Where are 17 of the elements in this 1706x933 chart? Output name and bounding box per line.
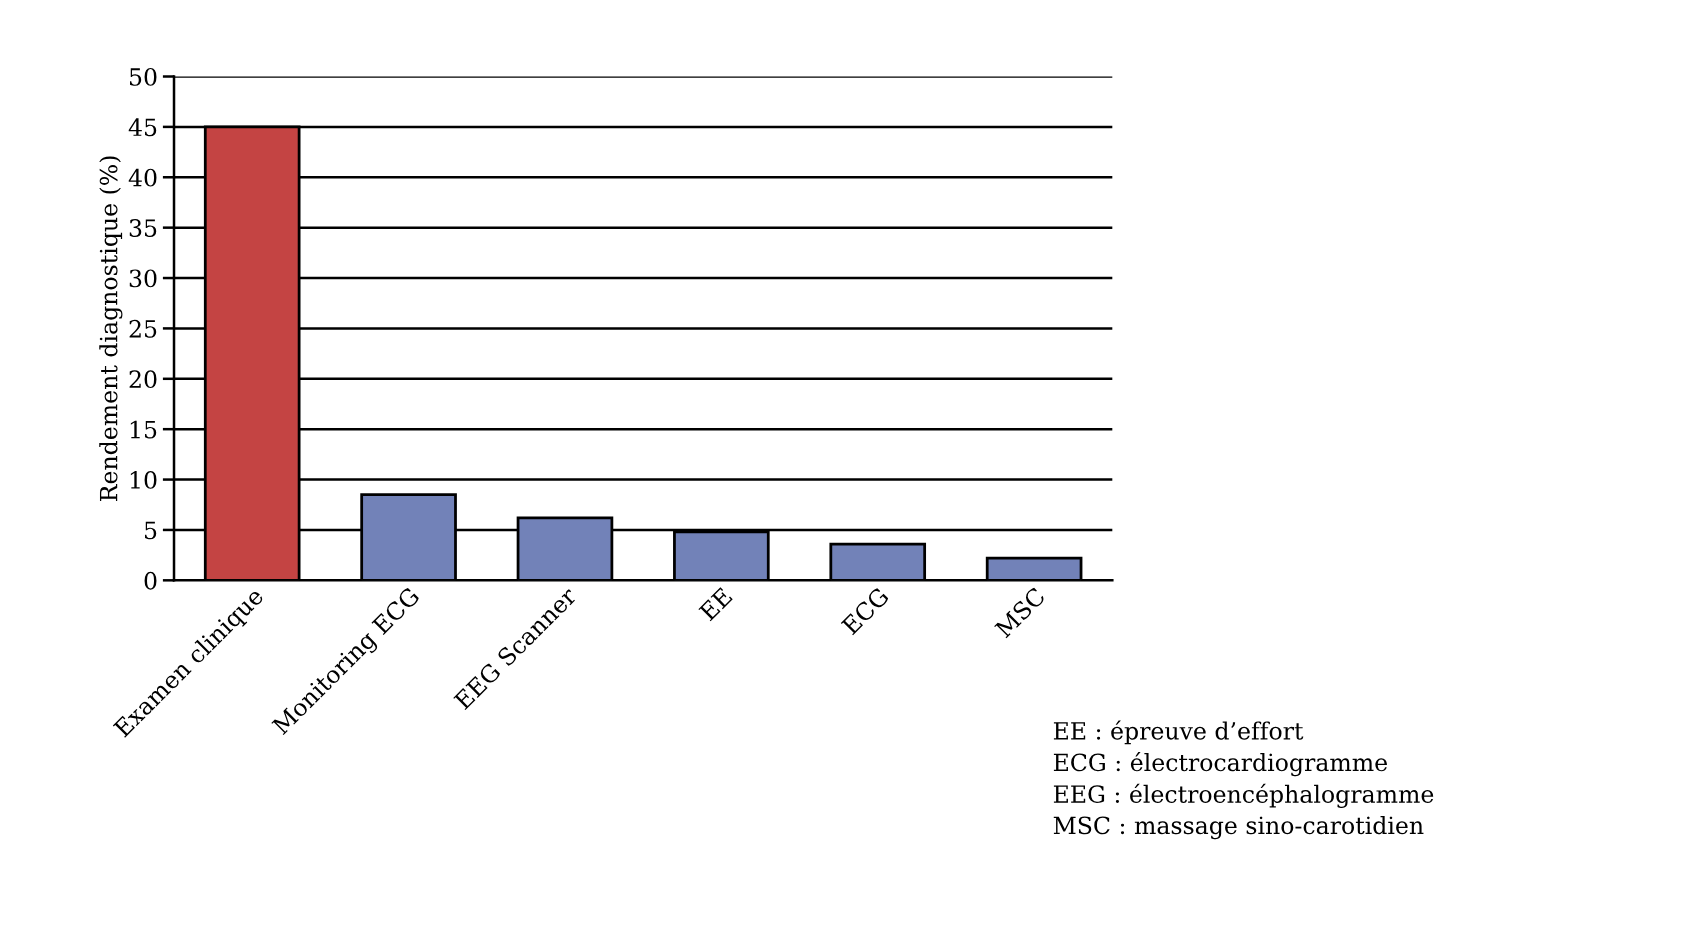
y-tick-label: 0 xyxy=(144,571,157,590)
y-axis-title: Rendement diagnostique (%) xyxy=(99,156,123,501)
y-tick-label: 5 xyxy=(145,521,157,540)
x-tick-label: EE xyxy=(698,587,733,622)
y-tick-label: 15 xyxy=(130,420,157,439)
y-tick-label: 20 xyxy=(129,370,157,389)
y-tick-label: 30 xyxy=(129,269,157,288)
y-tick-label: 25 xyxy=(129,319,157,338)
y-tick-label: 40 xyxy=(128,168,157,187)
text: ECG : électrocardiogramme xyxy=(1053,752,1387,777)
text: EEG : électroencéphalogramme xyxy=(1053,783,1434,808)
text: EE : épreuve d’effort xyxy=(1053,720,1304,745)
y-tick-label: 50 xyxy=(130,67,157,86)
text: MSC : massage sino-carotidien xyxy=(1053,815,1424,840)
y-tick-label: 35 xyxy=(129,219,157,237)
y-tick-label: 45 xyxy=(128,118,157,137)
y-tick-label: 10 xyxy=(130,471,157,489)
